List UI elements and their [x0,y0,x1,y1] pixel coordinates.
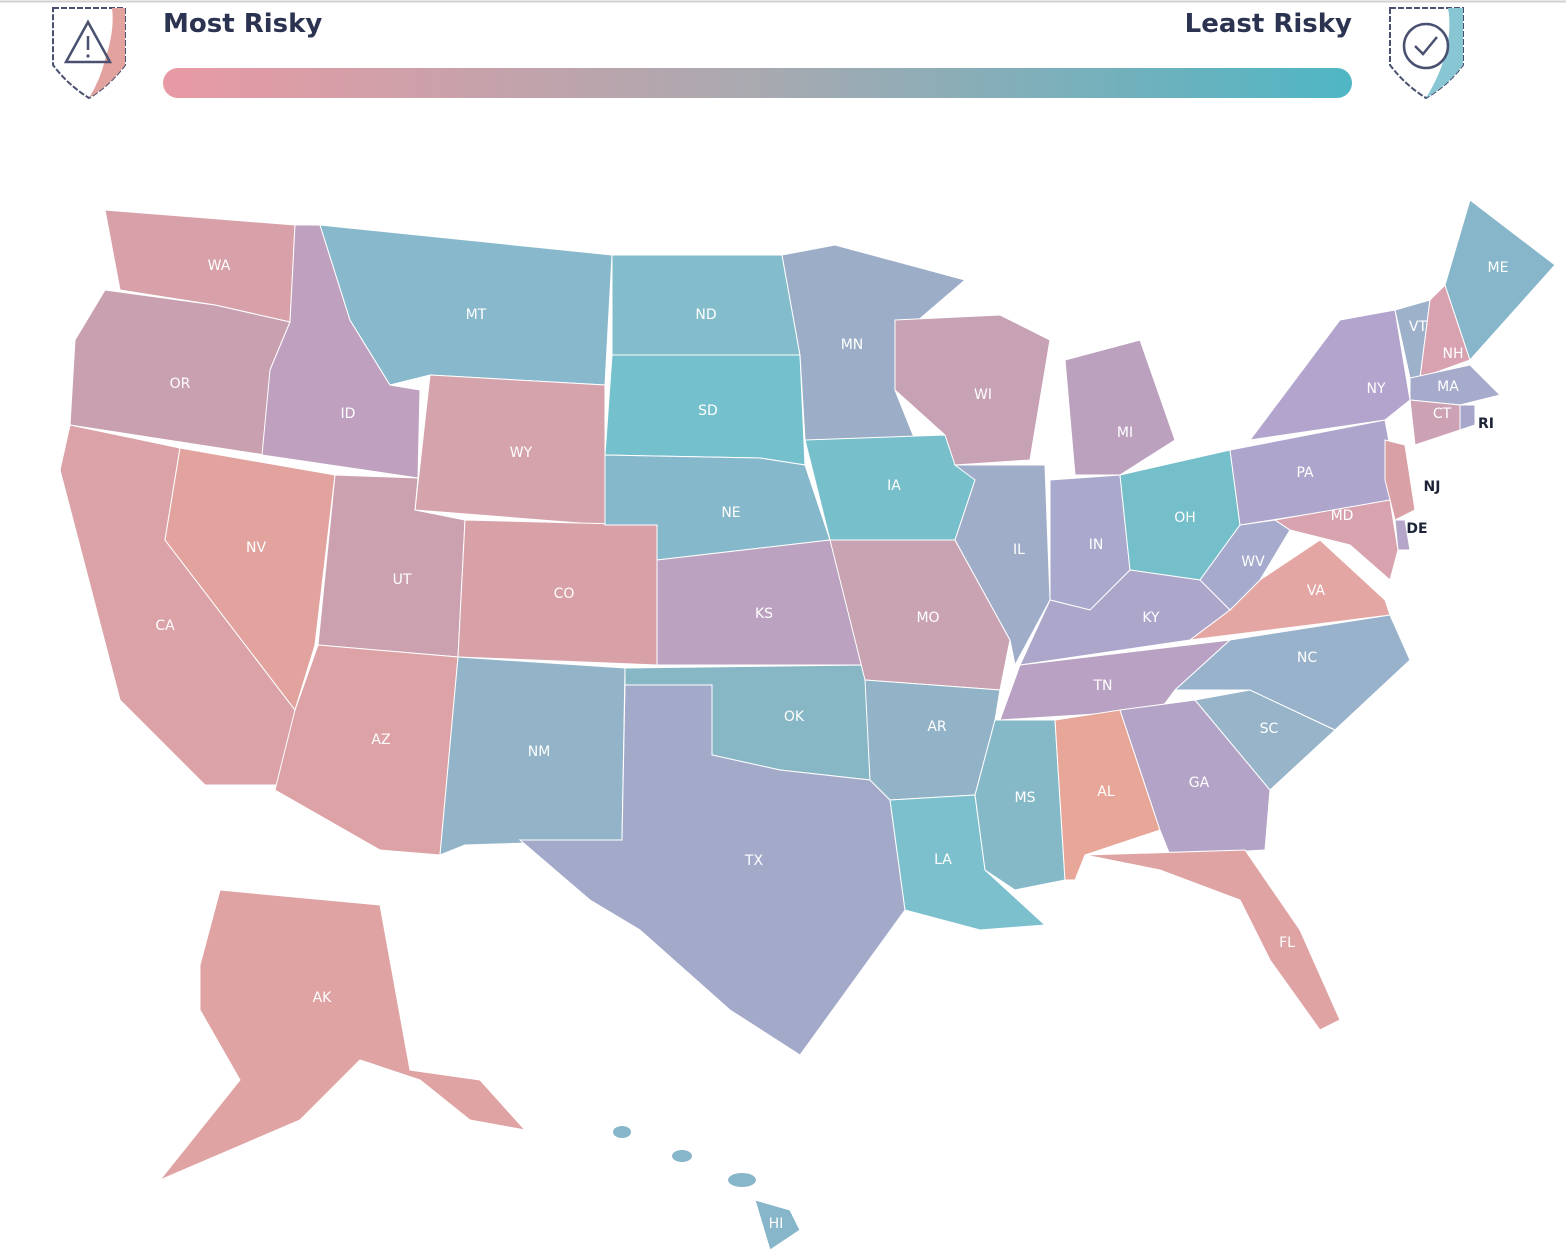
state-label: GA [1189,775,1210,791]
state-label: NC [1297,650,1317,666]
state-region [1064,339,1176,476]
state-label: IL [1013,542,1025,558]
state-label: AR [927,719,947,735]
state-region [164,447,336,712]
state-label: NE [721,505,740,521]
state-region [159,889,527,1181]
legend-right-label: Least Risky [1185,9,1352,39]
state-label: LA [934,852,952,868]
state-label: WA [208,258,231,274]
state-region [1459,404,1476,431]
state-region [1173,614,1411,731]
risky-shield [52,7,126,100]
state-label: WV [1241,554,1265,570]
risk-gradient-bar [163,68,1352,98]
state-label: IA [887,478,901,494]
state-label: KS [755,606,773,622]
state-region [1273,499,1399,581]
state-label: WI [974,387,992,403]
state-region [829,539,1011,691]
state-label: ID [341,406,356,422]
state-label: FL [1279,935,1295,951]
state-label: RI [1478,416,1494,432]
state-label: MD [1331,508,1354,524]
state-region [1248,309,1411,441]
state-label: ME [1488,260,1509,276]
state-region [613,1126,631,1138]
state-region [1444,199,1556,361]
state-region [1409,364,1501,406]
state-region [754,1199,801,1251]
state-label: SC [1260,721,1279,737]
state-label: MO [916,610,939,626]
state-label: HI [769,1216,784,1232]
state-label: NY [1366,381,1385,397]
safe-shield [1389,7,1464,100]
state-label: AK [313,990,333,1006]
state-label: ND [695,307,716,323]
state-label: CO [554,586,575,602]
state-label: VA [1307,583,1326,599]
state-label: KY [1142,610,1160,626]
state-region [999,639,1232,721]
state-label: OK [784,709,805,725]
state-label: NJ [1424,479,1441,495]
state-region [1384,439,1416,521]
state-label: VT [1409,319,1428,335]
legend-left-label: Most Risky [163,9,322,39]
state-label: PA [1296,465,1314,481]
state-label: UT [393,572,412,588]
state-label: OH [1174,510,1196,526]
state-label: MI [1117,425,1133,441]
state-label: AZ [371,732,390,748]
state-label: CT [1433,406,1452,422]
state-label: IN [1089,537,1104,553]
state-region [894,314,1051,466]
state-label: CA [155,618,175,634]
state-label: WY [510,445,533,461]
state-label: NM [528,744,551,760]
state-label: NV [246,540,266,556]
state-label: MS [1015,790,1036,806]
state-label: MN [841,337,864,353]
state-region [518,684,906,1056]
state-region [69,289,291,456]
state-region [611,254,801,356]
state-label: TN [1092,678,1112,694]
state-region [1394,519,1411,551]
state-region [1084,849,1341,1031]
state-label: OR [170,376,191,392]
state-region [953,464,1051,667]
state-label: DE [1406,521,1427,537]
us-map: WA OR CA NV ID MT WY UT CO AZ NM ND SD NE KS OK TX MN IA MO… [59,199,1556,1251]
state-label: AL [1097,784,1115,800]
state-region [728,1173,756,1187]
state-region [656,539,866,666]
state-label: TX [744,853,764,869]
state-label: NH [1443,346,1464,362]
state-label: MA [1437,379,1459,395]
state-label: MT [466,307,487,323]
state-region [672,1150,692,1162]
state-label: SD [698,403,718,419]
